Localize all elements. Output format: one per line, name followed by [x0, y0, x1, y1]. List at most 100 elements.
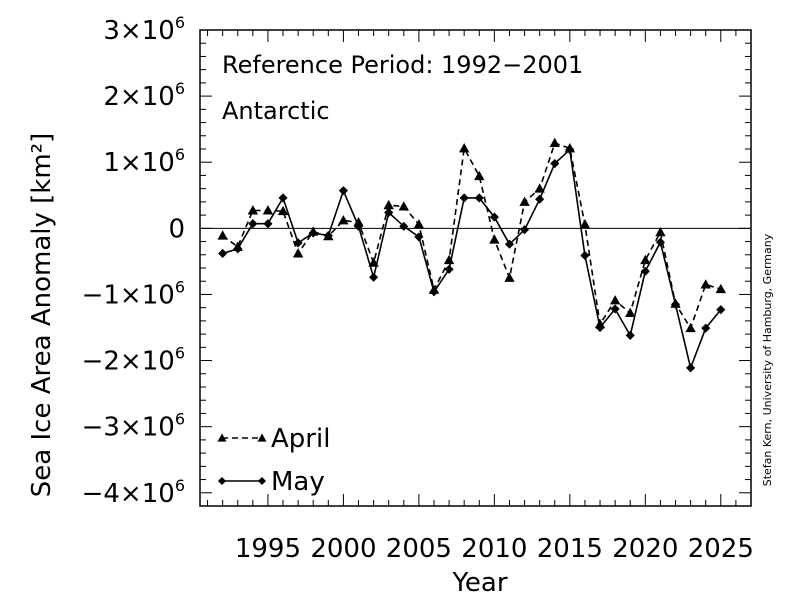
data-point-may: [338, 186, 348, 196]
y-tick-label-exponent: 6: [175, 277, 185, 296]
data-point-may: [670, 299, 681, 309]
data-point-may: [625, 330, 635, 340]
x-tick-label: 2020: [612, 534, 678, 564]
legend-marker-may: [258, 477, 266, 485]
data-point-april: [474, 170, 485, 181]
y-tick-label-base: −4×10: [82, 479, 175, 509]
data-point-april: [277, 205, 289, 216]
y-tick-label: −1×106: [82, 277, 185, 310]
data-point-april: [292, 248, 304, 258]
data-point-may: [595, 322, 605, 333]
y-tick-label: −2×106: [82, 344, 185, 377]
y-tick-label: 3×106: [103, 13, 185, 46]
data-point-april: [398, 201, 409, 211]
y-tick-label-base: 2×10: [103, 82, 174, 112]
data-point-may: [444, 264, 454, 274]
data-point-april: [640, 254, 651, 265]
data-point-may: [308, 228, 318, 238]
data-point-may: [655, 237, 665, 247]
legend-label-may: May: [271, 467, 325, 497]
data-point-may: [504, 239, 515, 249]
data-point-may: [263, 219, 273, 229]
y-tick-label-exponent: 6: [175, 13, 185, 32]
x-axis-label: Year: [451, 568, 507, 598]
legend-label-april: April: [271, 424, 330, 454]
x-tick-label: 2025: [688, 534, 754, 564]
data-point-may: [489, 212, 499, 222]
data-point-may: [701, 323, 711, 333]
x-tick-label: 2000: [310, 534, 376, 564]
y-tick-label-exponent: 6: [175, 145, 185, 164]
data-point-may: [369, 272, 379, 282]
legend-item-may: May: [218, 467, 325, 497]
y-tick-label-exponent: 6: [175, 344, 185, 363]
data-point-may: [384, 207, 394, 218]
y-tick-label: 2×106: [103, 79, 185, 112]
data-point-may: [218, 248, 228, 259]
data-point-april: [247, 205, 259, 215]
data-point-may: [429, 287, 439, 297]
data-point-april: [700, 279, 711, 289]
x-axis-ticks: 1995 2000 2005 2010 2015 2020 2025: [207, 30, 754, 564]
x-tick-label: 2015: [537, 534, 603, 564]
y-tick-label: −4×106: [82, 476, 185, 509]
legend-marker-april: [257, 433, 267, 442]
data-point-april: [519, 196, 530, 206]
legend-marker-may: [218, 477, 226, 485]
credit-text: Stefan Kern, University of Hamburg, Germ…: [761, 233, 774, 486]
data-point-april: [383, 199, 394, 210]
legend-item-april: April: [217, 424, 330, 454]
y-tick-label-exponent: 6: [175, 410, 185, 429]
data-point-april: [338, 215, 349, 225]
data-point-april: [685, 322, 696, 333]
y-tick-label-base: −1×10: [82, 280, 175, 310]
y-axis-label: Sea Ice Area Anomaly [km²]: [27, 133, 57, 497]
series-may: [218, 145, 726, 373]
x-tick-label: 2005: [386, 534, 452, 564]
data-point-may: [323, 231, 333, 241]
data-point-april: [489, 234, 500, 244]
data-point-may: [580, 250, 590, 261]
data-point-april: [217, 230, 228, 240]
y-tick-label-base: 1×10: [103, 148, 174, 178]
chart-subtitle: Antarctic: [222, 97, 330, 125]
data-point-may: [293, 238, 303, 248]
data-point-april: [458, 143, 470, 153]
series-april: [217, 137, 726, 333]
y-tick-label-base: 3×10: [103, 16, 174, 46]
data-point-may: [233, 244, 243, 254]
series-layer: [217, 137, 726, 373]
y-tick-label-base: −3×10: [82, 413, 175, 443]
data-point-may: [399, 221, 409, 231]
y-tick-label-base: 0: [168, 214, 185, 244]
data-point-may: [535, 194, 545, 204]
series-line-april: [222, 142, 722, 331]
data-point-may: [414, 232, 424, 242]
data-point-april: [413, 219, 425, 229]
data-point-april: [609, 295, 621, 305]
data-point-may: [519, 225, 530, 235]
data-point-april: [504, 272, 515, 282]
data-point-april: [262, 205, 274, 215]
y-tick-label: 0: [168, 214, 185, 244]
x-tick-label: 2010: [461, 534, 527, 564]
data-point-may: [474, 193, 484, 203]
data-point-may: [459, 193, 469, 203]
data-point-april: [625, 307, 636, 317]
series-line-may: [222, 148, 722, 371]
y-tick-label-base: −2×10: [82, 347, 175, 377]
data-point-may: [640, 266, 650, 276]
x-tick-label: 1995: [235, 534, 301, 564]
data-point-may: [610, 304, 620, 314]
data-point-april: [715, 283, 726, 294]
y-tick-label-exponent: 6: [175, 79, 185, 98]
chart-title: Reference Period: 1992−2001: [222, 51, 583, 79]
y-tick-label: −3×106: [82, 410, 185, 443]
data-point-may: [716, 305, 726, 315]
legend-marker-april: [217, 433, 227, 442]
data-point-may: [550, 158, 560, 169]
data-point-april: [579, 219, 591, 229]
data-point-april: [534, 183, 545, 193]
y-tick-label: 1×106: [103, 145, 185, 178]
